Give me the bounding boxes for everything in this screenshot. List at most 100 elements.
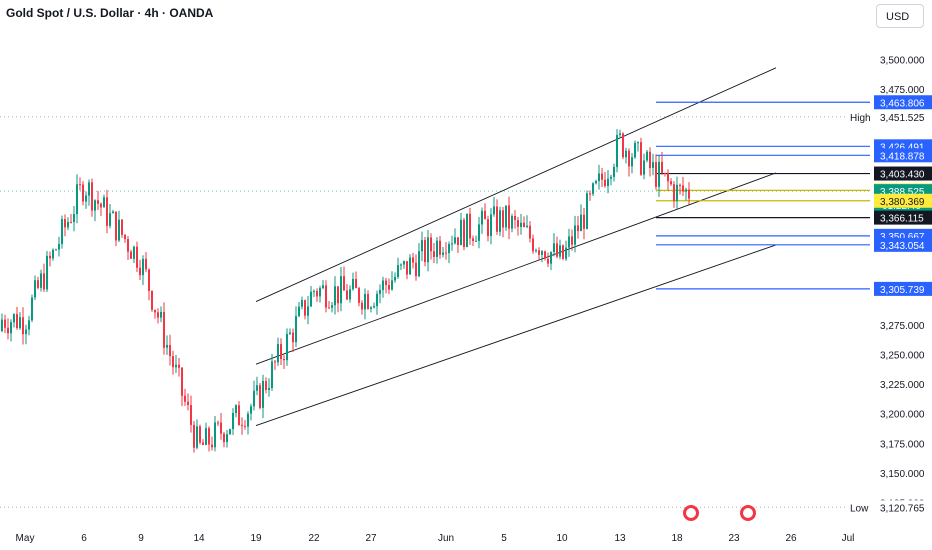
candle (196, 426, 198, 448)
candle (394, 276, 396, 281)
candle (361, 302, 363, 310)
candle (649, 151, 651, 168)
price-label: 3,388.525 (880, 187, 925, 198)
candle (418, 251, 420, 277)
y-tick-label: 3,250.000 (880, 351, 925, 362)
candle (637, 142, 639, 144)
candle (619, 133, 621, 136)
candle (223, 433, 225, 443)
candle (466, 213, 468, 248)
candle (100, 203, 102, 208)
price-label: 3,380.369 (880, 197, 925, 208)
candle (127, 239, 129, 252)
candle (496, 206, 498, 232)
price-label-box (874, 281, 932, 296)
y-tick-label: 3,175.000 (880, 439, 925, 450)
candle (154, 309, 156, 313)
candle (64, 219, 66, 228)
candle (52, 249, 54, 259)
candle (25, 329, 27, 335)
candle (385, 280, 387, 286)
candle (463, 219, 465, 248)
candle (301, 300, 303, 307)
candle (382, 280, 384, 290)
y-tick-label: 3,500.000 (880, 56, 925, 67)
x-tick-label: 22 (308, 533, 320, 544)
candle (286, 333, 288, 361)
prefix-box (846, 500, 874, 515)
candle (220, 422, 222, 434)
candle (244, 425, 246, 427)
candle (280, 344, 282, 360)
chart-title: Gold Spot / U.S. Dollar · 4h · OANDA (6, 6, 214, 20)
candle (439, 240, 441, 255)
price-label-box (874, 210, 932, 225)
candle (118, 219, 120, 241)
candle (469, 213, 471, 239)
candle (328, 307, 330, 309)
candle (259, 385, 261, 408)
price-label-box (874, 109, 932, 124)
candle (187, 401, 189, 406)
candle (391, 280, 393, 290)
channel-line (255, 172, 777, 365)
candle (661, 161, 663, 173)
candle (103, 197, 105, 208)
candle (544, 251, 546, 259)
candle (106, 197, 108, 226)
candle (28, 320, 30, 330)
candle (292, 332, 294, 343)
candle (643, 160, 645, 175)
candle (91, 182, 93, 211)
candle (646, 151, 648, 161)
candle (562, 245, 564, 259)
x-tick-label: May (16, 533, 35, 544)
candle (652, 162, 654, 168)
candle (475, 240, 477, 242)
candle (424, 240, 426, 263)
candle (640, 142, 642, 175)
candle (295, 316, 297, 343)
candle (211, 444, 213, 448)
horizontal-levels (656, 101, 870, 290)
candle (577, 225, 579, 232)
price-labels: 3,463.806 3,451.525 High 3,426.4913,418.878… (846, 95, 932, 515)
candle (430, 237, 432, 252)
price-label-box (874, 148, 932, 163)
candle (256, 385, 258, 391)
prefix-box (846, 109, 874, 124)
candle (289, 332, 291, 334)
candle (535, 250, 537, 252)
candle (232, 412, 234, 430)
candle (181, 367, 183, 396)
candle (460, 219, 462, 246)
candle (412, 257, 414, 263)
candle (130, 251, 132, 259)
candle (55, 249, 57, 251)
candle (163, 311, 165, 348)
candle (136, 246, 138, 268)
candle (370, 307, 372, 309)
currency-button[interactable]: USD (876, 4, 924, 28)
price-label: 3,305.739 (880, 285, 925, 296)
candle (4, 319, 6, 328)
candle (523, 222, 525, 227)
candle (157, 312, 159, 318)
candle (622, 133, 624, 158)
x-tick-label: 5 (501, 533, 507, 544)
candle (238, 405, 240, 426)
candle (229, 429, 231, 435)
candle (409, 257, 411, 275)
candle (13, 314, 15, 323)
candle (160, 311, 162, 318)
candle (451, 243, 453, 245)
candle (373, 306, 375, 308)
candle (541, 251, 543, 255)
candle (604, 179, 606, 187)
candle (388, 285, 390, 290)
candle (247, 413, 249, 427)
candle (478, 224, 480, 241)
candle (487, 219, 489, 237)
candle (457, 237, 459, 246)
